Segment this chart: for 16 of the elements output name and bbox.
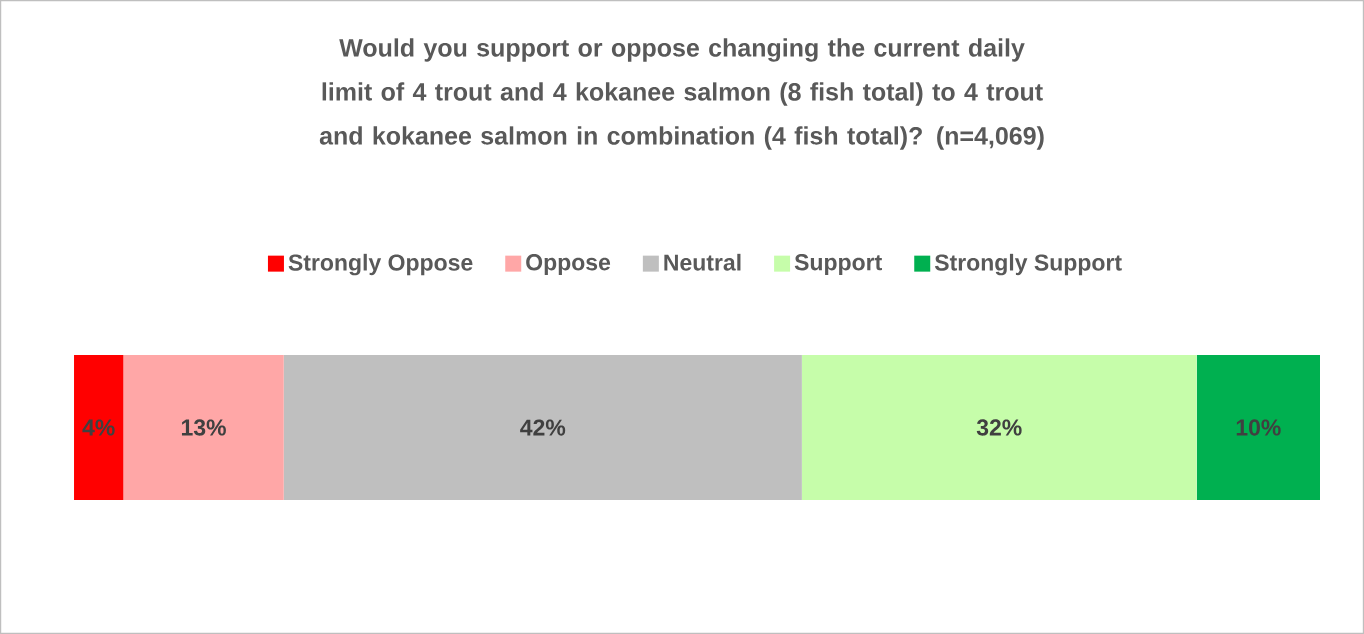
data-label: 32% [976, 419, 1022, 436]
chart-title: Would you support or oppose changing the current daily limit of 4 trout and 4 kokanee salmon (8 fish total) to 4 trout and kokanee salmon in combination (4 fish total)? (n=4,069) [319, 38, 1044, 150]
bar [801, 355, 1197, 500]
legend-label: Strongly Oppose [288, 253, 473, 276]
legend-label: Oppose [526, 254, 611, 275]
bar [123, 355, 284, 500]
legend-label: Support [794, 254, 882, 275]
bar [74, 355, 124, 500]
legend-label: Strongly Support [934, 253, 1122, 276]
data-label: 10% [1236, 419, 1281, 436]
bar [283, 355, 802, 500]
data-label: 4% [82, 419, 115, 436]
bar [1196, 355, 1321, 500]
data-label: 42% [520, 419, 566, 436]
data-label: 13% [181, 419, 226, 436]
legend-label: Neutral [664, 253, 741, 271]
